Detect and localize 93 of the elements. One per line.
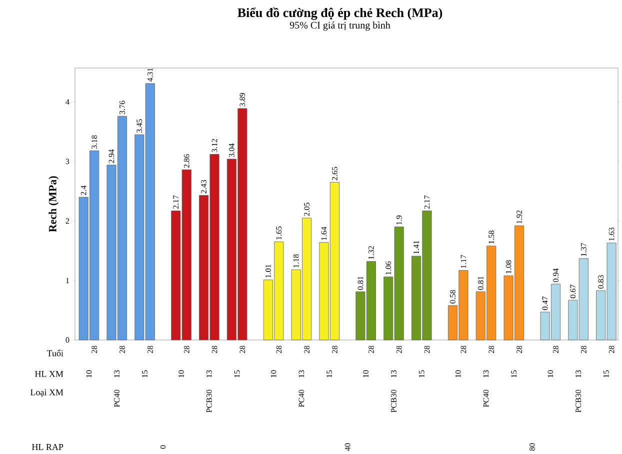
- text: Tuổi: [46, 350, 64, 356]
- text: 10: [363, 370, 369, 378]
- x-tick-label: 28: [424, 346, 430, 354]
- data-label: 1.58: [488, 230, 494, 244]
- text: 15: [326, 370, 332, 378]
- data-label: 0.94: [553, 268, 558, 282]
- text: HL XM: [34, 371, 64, 377]
- text: 10: [86, 370, 92, 378]
- text: PC40: [114, 390, 120, 408]
- x-tick-label: 28: [580, 346, 586, 354]
- text: 80: [529, 443, 535, 451]
- data-label: 3.76: [120, 100, 125, 114]
- data-label: 2.05: [304, 202, 310, 216]
- y-tick-label: 4: [66, 99, 70, 105]
- text: 13: [298, 370, 304, 378]
- data-label: 1.41: [414, 240, 419, 254]
- text: 13: [114, 370, 120, 378]
- x-tick-label: 28: [212, 346, 218, 354]
- text: 15: [604, 370, 609, 378]
- x-tick-label: 28: [332, 346, 338, 354]
- text: 10: [548, 370, 554, 378]
- text: 13: [576, 370, 581, 378]
- data-label: 2.65: [332, 166, 338, 180]
- y-tick-label: 2: [66, 218, 70, 224]
- text: 10: [178, 370, 184, 378]
- text: Loại XM: [30, 389, 64, 397]
- x-tick-label: 28: [120, 346, 125, 354]
- data-label: 2.94: [108, 149, 114, 163]
- data-label: 3.45: [136, 119, 142, 133]
- data-label: 0.67: [570, 284, 576, 298]
- data-label: 1.01: [265, 264, 271, 278]
- data-label: 3.89: [240, 93, 246, 106]
- text: HL RAP: [32, 444, 64, 450]
- text: PCB30: [391, 390, 396, 412]
- text: 13: [391, 370, 396, 378]
- data-label: 3.04: [228, 143, 234, 157]
- y-axis-title: Rech (MPa): [48, 176, 59, 232]
- x-tick-label: 28: [516, 346, 522, 354]
- x-tick-label: 28: [304, 346, 310, 354]
- data-label: 0.58: [450, 290, 456, 304]
- text: 15: [142, 370, 148, 378]
- text: 13: [206, 370, 212, 378]
- data-label: 2.86: [184, 154, 190, 168]
- data-label: 2.43: [201, 180, 206, 194]
- text: 13: [483, 370, 489, 378]
- data-label: 2.17: [173, 195, 179, 209]
- text: 0: [160, 445, 166, 449]
- x-tick-label: 28: [396, 346, 402, 354]
- data-label: 1.65: [276, 226, 282, 240]
- chart-subtitle: 95% CI giá trị trung bình: [290, 22, 390, 31]
- x-tick-label: 28: [368, 346, 374, 354]
- data-label: 1.08: [506, 260, 512, 274]
- text: PCB30: [576, 390, 581, 412]
- data-label: 0.47: [542, 296, 548, 310]
- data-label: 0.83: [598, 275, 604, 289]
- chart-title: Biểu đồ cường độ ép chẻ Rech (MPa): [238, 8, 442, 20]
- x-tick-label: 28: [488, 346, 494, 354]
- x-tick-label: 28: [553, 346, 558, 354]
- text: PC40: [298, 390, 304, 408]
- y-tick-label: 0: [66, 337, 70, 343]
- data-label: 1.64: [321, 226, 327, 240]
- data-label: 0.81: [358, 276, 364, 290]
- data-label: 4.31: [147, 68, 153, 82]
- data-label: 0.81: [478, 276, 484, 290]
- y-tick-label: 1: [66, 278, 69, 284]
- x-tick-label: 28: [184, 346, 190, 354]
- x-tick-label: 28: [147, 346, 153, 354]
- x-tick-label: 28: [240, 346, 246, 354]
- data-label: 3.12: [212, 139, 218, 152]
- data-label: 3.18: [92, 135, 98, 149]
- data-label: 1.06: [386, 261, 392, 274]
- x-tick-label: 28: [276, 346, 282, 354]
- text: 10: [455, 370, 461, 378]
- data-label: 1.18: [293, 254, 299, 268]
- x-tick-label: 28: [92, 346, 98, 354]
- data-label: 2.4: [80, 186, 86, 196]
- data-label: 1.9: [396, 216, 402, 224]
- text: 15: [234, 370, 240, 378]
- x-tick-label: 28: [460, 346, 466, 354]
- text: 10: [270, 370, 276, 378]
- data-label: 1.92: [516, 210, 522, 224]
- data-label: 1.63: [608, 228, 614, 241]
- y-tick-label: 3: [66, 158, 70, 164]
- text: PCB30: [206, 390, 212, 412]
- text: 15: [418, 370, 424, 378]
- x-tick-label: 28: [608, 346, 614, 354]
- data-label: 1.32: [368, 246, 374, 260]
- data-label: 1.37: [580, 242, 586, 256]
- text: 15: [511, 370, 517, 378]
- text: 40: [344, 443, 350, 451]
- data-label: 2.17: [424, 195, 430, 209]
- text: PC40: [483, 390, 489, 408]
- data-label: 1.17: [460, 254, 466, 268]
